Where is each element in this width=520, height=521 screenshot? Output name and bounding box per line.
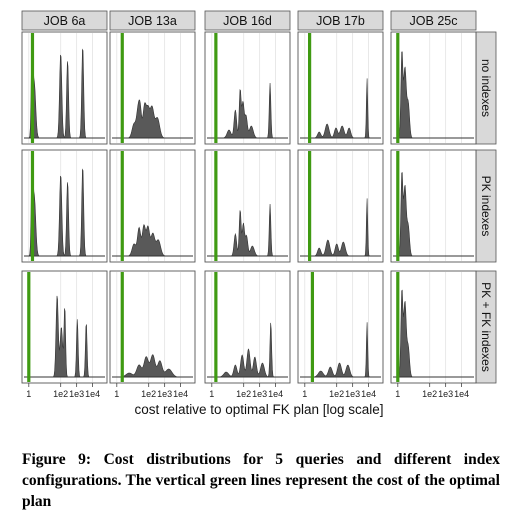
panel-job-13a-pk-indexes: [109, 149, 196, 263]
column-label: JOB 6a: [44, 14, 86, 28]
x-tick-label: 1e3: [157, 389, 172, 399]
faceted-density-chart: JOB 6a JOB 13a JOB 16d JOB 17b JOB 25c no ind…: [21, 10, 497, 417]
column-label: JOB 25c: [410, 14, 458, 28]
x-tick-label: 1e2: [141, 389, 156, 399]
row-strip-pk-indexes: PK indexes: [475, 149, 497, 263]
column-strip-job-13a: JOB 13a: [109, 10, 196, 31]
x-tick-label: 1e2: [329, 389, 344, 399]
x-tick-label: 1e4: [361, 389, 376, 399]
x-tick-label: 1: [302, 389, 307, 399]
panel-job-13a-no-indexes: [109, 31, 196, 145]
x-tick-label: 1e2: [53, 389, 68, 399]
x-tick-label: 1e3: [345, 389, 360, 399]
column-label: JOB 16d: [223, 14, 272, 28]
x-tick-label: 1e3: [438, 389, 453, 399]
panel-job-16d-no-indexes: [204, 31, 291, 145]
x-tick-label: 1: [209, 389, 214, 399]
x-tick-label: 1e2: [236, 389, 251, 399]
x-tick-label: 1e4: [85, 389, 100, 399]
row-label: PK indexes: [479, 176, 493, 237]
x-tick-label: 1e4: [454, 389, 469, 399]
panel-job-17b-pk-fk-indexes: [297, 270, 384, 384]
panel-job-17b-no-indexes: [297, 31, 384, 145]
x-tick-label: 1e3: [252, 389, 267, 399]
column-label: JOB 13a: [128, 14, 177, 28]
row-label: PK + FK indexes: [479, 282, 493, 372]
panel-job-16d-pk-indexes: [204, 149, 291, 263]
panel-job-6a-pk-fk-indexes: [21, 270, 108, 384]
panel-job-13a-pk-fk-indexes: [109, 270, 196, 384]
x-tick-label: 1e4: [268, 389, 283, 399]
x-axis-title: cost relative to optimal FK plan [log sc…: [134, 402, 383, 417]
x-tick-label: 1e2: [422, 389, 437, 399]
column-label: JOB 17b: [316, 14, 365, 28]
x-tick-label: 1: [26, 389, 31, 399]
x-tick-label: 1: [114, 389, 119, 399]
column-strip-job-25c: JOB 25c: [390, 10, 477, 31]
panel-job-6a-no-indexes: [21, 31, 108, 145]
panel-job-25c-pk-indexes: [390, 149, 477, 263]
x-tick-label: 1e3: [69, 389, 84, 399]
x-tick-label: 1: [395, 389, 400, 399]
row-strip-no-indexes: no indexes: [475, 31, 497, 145]
panel-job-25c-pk-fk-indexes: [390, 270, 477, 384]
column-strip-job-16d: JOB 16d: [204, 10, 291, 31]
figure-caption: Figure 9: Cost distributions for 5 queri…: [22, 451, 500, 510]
panel-job-16d-pk-fk-indexes: [204, 270, 291, 384]
column-strip-job-17b: JOB 17b: [297, 10, 384, 31]
x-tick-label: 1e4: [173, 389, 188, 399]
column-strip-job-6a: JOB 6a: [21, 10, 108, 31]
panel-job-17b-pk-indexes: [297, 149, 384, 263]
panel-job-25c-no-indexes: [390, 31, 477, 145]
panel-job-6a-pk-indexes: [21, 149, 108, 263]
row-strip-pk-fk-indexes: PK + FK indexes: [475, 270, 497, 384]
row-label: no indexes: [479, 59, 493, 117]
